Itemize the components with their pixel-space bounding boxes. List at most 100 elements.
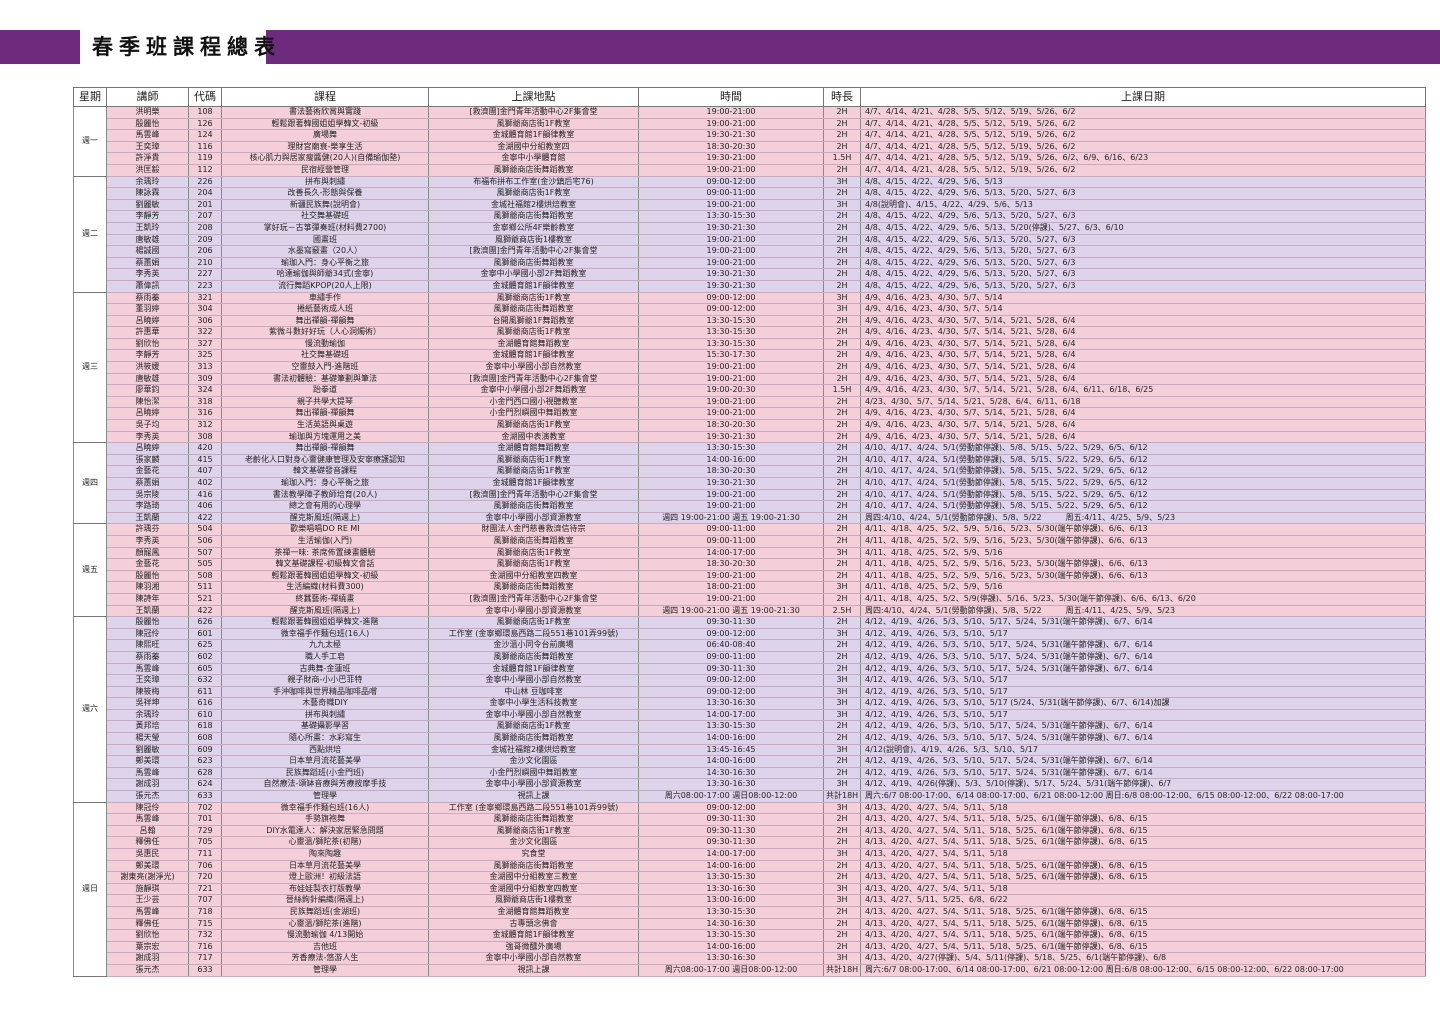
dates-cell: 4/8、4/15、4/22、4/29、5/6、5/13、5/20、5/27、6/… <box>860 187 1426 200</box>
course-cell: 生活瑜伽(入門) <box>221 535 429 548</box>
dates-cell: 4/13、4/20、4/27、5/4、5/11、5/18、5/25、6/1(端午… <box>860 836 1426 849</box>
code-cell: 625 <box>188 639 222 652</box>
instructor-cell: 殷麗怡 <box>106 570 189 583</box>
course-cell: 輕鬆跟著韓國姐姐學韓文-初級 <box>221 570 429 583</box>
duration-cell: 2H <box>823 234 861 247</box>
duration-cell: 2H <box>823 825 861 838</box>
code-cell: 716 <box>188 941 222 954</box>
table-row: 黃邦培 618 基礎攝影學習 風獅爺商店街1F教室 13:30-15:30 2H 4/12、… <box>74 720 1426 734</box>
location-cell: 金湖國中分組教室四教室 <box>428 883 639 896</box>
course-cell: 醒克斯風班(隔週上) <box>221 605 429 618</box>
duration-cell: 2H <box>823 663 861 676</box>
duration-cell: 3H <box>823 894 861 907</box>
table-row: 謝東亮(謝淨光) 720 燈上歐洲！初級法語 金湖國中分組教室三教室 13:30-15:… <box>74 871 1426 884</box>
table-row: 廖華鈞 324 跆拳道 金寧中小學國小部2F舞蹈教室 19:00-20:30 1.5H 4/… <box>74 384 1426 397</box>
course-cell: 瑜珈入門：身心平衡之旅 <box>221 477 429 490</box>
course-cell: 管理學 <box>221 790 429 803</box>
instructor-cell: 洪筱媛 <box>106 361 189 374</box>
table-row: 馬雲峰 628 民族舞蹈班(小金門班) 小金門烈嶼國中舞蹈教室 14:30-16:30 2… <box>74 767 1426 780</box>
code-cell: 507 <box>188 547 222 560</box>
table-row: 陳詠霖 204 改善長久-形態與保養 風獅爺商店街1F教室 09:00-11:00 2H 4… <box>74 187 1426 200</box>
dates-cell: 4/9、4/16、4/23、4/30、5/7、5/14、5/21、5/28、6/… <box>860 407 1426 421</box>
instructor-cell: 呂翰 <box>106 825 189 838</box>
dates-cell: 4/9、4/16、4/23、4/30、5/7、5/14、5/21、5/28、6/… <box>860 419 1426 432</box>
code-cell: 624 <box>188 778 222 792</box>
header-duration: 時長 <box>823 87 861 107</box>
dates-cell: 4/13、4/20、4/27、5/4、5/11、5/18、5/25、6/1(端午… <box>860 918 1426 931</box>
location-cell: 風獅爺商店街1F教室 <box>428 616 639 629</box>
table-row: 釋佛任 705 心靈溫/獅陀茶(初階) 金沙文化園區 09:30-11:30 2H 4/13… <box>74 836 1426 849</box>
time-cell: 14:00-16:00 <box>638 860 824 873</box>
time-cell: 13:30-15:30 <box>638 929 824 942</box>
course-cell: 民族舞蹈班(金湖班) <box>221 906 429 919</box>
location-cell: 風獅爺商店街1F教室 <box>428 465 639 478</box>
table-row: 蔡蕙娟 210 瑜珈入門：身心平衡之旅 風獅爺商店街舞蹈教室 19:00-21:00 2H… <box>74 257 1426 270</box>
instructor-cell: 楊天瑩 <box>106 732 189 745</box>
code-cell: 702 <box>188 802 222 815</box>
duration-cell: 3H <box>823 848 861 861</box>
location-cell: 金寧中小學國小部自然教室 <box>428 952 639 965</box>
duration-cell: 1.5H <box>823 384 861 397</box>
course-cell: 書法教學陣子教師培育(20人) <box>221 489 429 502</box>
weekday-cell: 週四 <box>73 442 107 525</box>
title-box <box>80 30 266 64</box>
time-cell: 13:30-15:30 <box>638 315 824 328</box>
duration-cell: 2H <box>823 187 861 200</box>
location-cell: 金湖體育館舞蹈教室 <box>428 906 639 919</box>
course-cell: 日本草月流花藝美學 <box>221 755 429 768</box>
duration-cell: 2H <box>823 767 861 780</box>
location-cell: 視訊上課 <box>428 964 639 977</box>
dates-cell: 4/8、4/15、4/22、4/29、5/6、5/13、5/20、5/27、6/… <box>860 234 1426 247</box>
duration-cell: 2H <box>823 338 861 351</box>
table-row: 鄭美環 623 日本草月流花藝美學 金沙文化園區 14:00-16:00 2H 4/12、4… <box>74 755 1426 768</box>
table-row: 許淨貴 119 核心肌力與居家瘦醬健(20人)(自備瑜伽墊) 金寧中小學體育館 19:3… <box>74 152 1426 165</box>
dates-cell: 4/8、4/15、4/22、4/29、5/6、5/13、5/20、5/27、6/… <box>860 245 1426 258</box>
code-cell: 325 <box>188 349 222 363</box>
duration-cell: 2H <box>823 941 861 954</box>
code-cell: 406 <box>188 500 222 513</box>
code-cell: 407 <box>188 465 222 478</box>
duration-cell: 3H <box>823 547 861 560</box>
code-cell: 313 <box>188 361 222 374</box>
table-row: 王奕璋 116 理財宮廟衰-樂享生活 金湖國中分組教室四 18:30-20:30 2H 4/… <box>74 141 1426 154</box>
table-row: 余瑀玲 610 拼布與刺繡 金寧中小學國小部自然教室 14:00-17:00 3H 4/12… <box>74 709 1426 722</box>
duration-cell: 2H <box>823 106 861 119</box>
instructor-cell: 陳詠霖 <box>106 187 189 200</box>
time-cell: 週四 19:00-21:00 週五 19:00-21:30 <box>638 512 824 525</box>
table-row: 馬雲峰 701 手勢旗袍舞 風獅爺商店街舞蹈教室 09:30-11:30 2H 4/13、4… <box>74 813 1426 826</box>
dates-cell: 4/13、4/20、4/27、5/4、5/11、5/18、5/25、6/1(端午… <box>860 813 1426 826</box>
course-cell: 親子共學大提琴 <box>221 396 429 409</box>
course-cell: 國畫班 <box>221 234 429 247</box>
instructor-cell: 許瑀芬 <box>106 523 189 536</box>
course-cell: 手勢旗袍舞 <box>221 813 429 826</box>
time-cell: 09:30-11:30 <box>638 825 824 838</box>
course-cell: 晉絲鉤針編織(隔週上) <box>221 894 429 907</box>
location-cell: [救濟團]金門青年活動中心2F集會堂 <box>428 593 639 606</box>
location-cell: 風獅爺商店街1F教室 <box>428 454 639 467</box>
time-cell: 09:00-12:00 <box>638 674 824 687</box>
table-row: 陳詩年 521 終蠶藝術-禪繞畫 [救濟團]金門青年活動中心2F集會堂 19:00-21… <box>74 593 1426 606</box>
table-row: 金藝花 407 韓文基礎發音課程 風獅爺商店街1F教室 18:30-20:30 2H 4/1… <box>74 465 1426 478</box>
instructor-cell: 葉宗宏 <box>106 941 189 954</box>
code-cell: 312 <box>188 419 222 432</box>
duration-cell: 2H <box>823 280 861 293</box>
table-row: 洪匡毅 112 民宿經營管理 風獅爺商店街舞蹈教室 19:00-21:00 2H 4/7、4… <box>74 164 1426 177</box>
header-instructor: 講師 <box>106 87 189 107</box>
instructor-cell: 李秀英 <box>106 268 189 281</box>
time-cell: 19:00-21:00 <box>638 234 824 247</box>
instructor-cell: 蔡雨蓁 <box>106 651 189 664</box>
course-cell: 布娃娃製衣打版教學 <box>221 883 429 896</box>
table-row: 呂翰 729 DIY水電達人：解決家居緊急問題 風獅爺商店街1F教室 09:30-11:… <box>74 825 1426 838</box>
duration-cell: 2H <box>823 860 861 873</box>
instructor-cell: 余瑀玲 <box>106 176 189 189</box>
code-cell: 422 <box>188 512 222 525</box>
location-cell: 風獅爺商店街舞蹈教室 <box>428 164 639 177</box>
code-cell: 732 <box>188 929 222 942</box>
dates-cell: 4/13、4/20、4/27、5/4、5/11、5/18、5/25、6/1(端午… <box>860 929 1426 942</box>
instructor-cell: 張元杰 <box>106 790 189 803</box>
instructor-cell: 呂曉婷 <box>106 407 189 421</box>
instructor-cell: 李秀英 <box>106 535 189 548</box>
duration-cell: 2H <box>823 755 861 768</box>
instructor-cell: 陳怡潔 <box>106 396 189 409</box>
dates-cell: 4/7、4/14、4/21、4/28、5/5、5/12、5/19、5/26、6/… <box>860 118 1426 131</box>
